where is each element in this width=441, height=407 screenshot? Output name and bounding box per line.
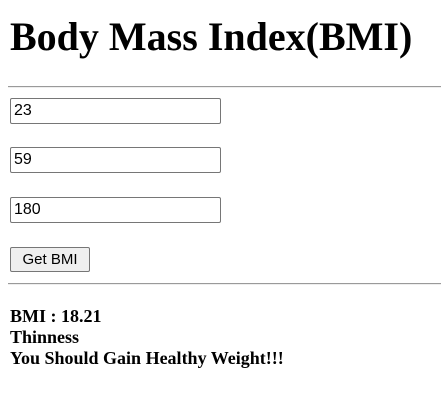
age-input[interactable] bbox=[10, 98, 221, 124]
page-title: Body Mass Index(BMI) bbox=[10, 14, 413, 59]
bmi-value-text: BMI : 18.21 bbox=[10, 306, 102, 326]
bmi-category-text: Thinness bbox=[10, 327, 80, 347]
bmi-advice-text: You Should Gain Healthy Weight!!! bbox=[10, 348, 284, 368]
bmi-result: BMI : 18.21 Thinness You Should Gain Hea… bbox=[10, 306, 284, 369]
top-divider bbox=[8, 86, 441, 88]
weight-input[interactable] bbox=[10, 147, 221, 173]
get-bmi-button[interactable]: Get BMI bbox=[10, 247, 90, 272]
height-input[interactable] bbox=[10, 197, 221, 223]
bottom-divider bbox=[8, 283, 441, 285]
